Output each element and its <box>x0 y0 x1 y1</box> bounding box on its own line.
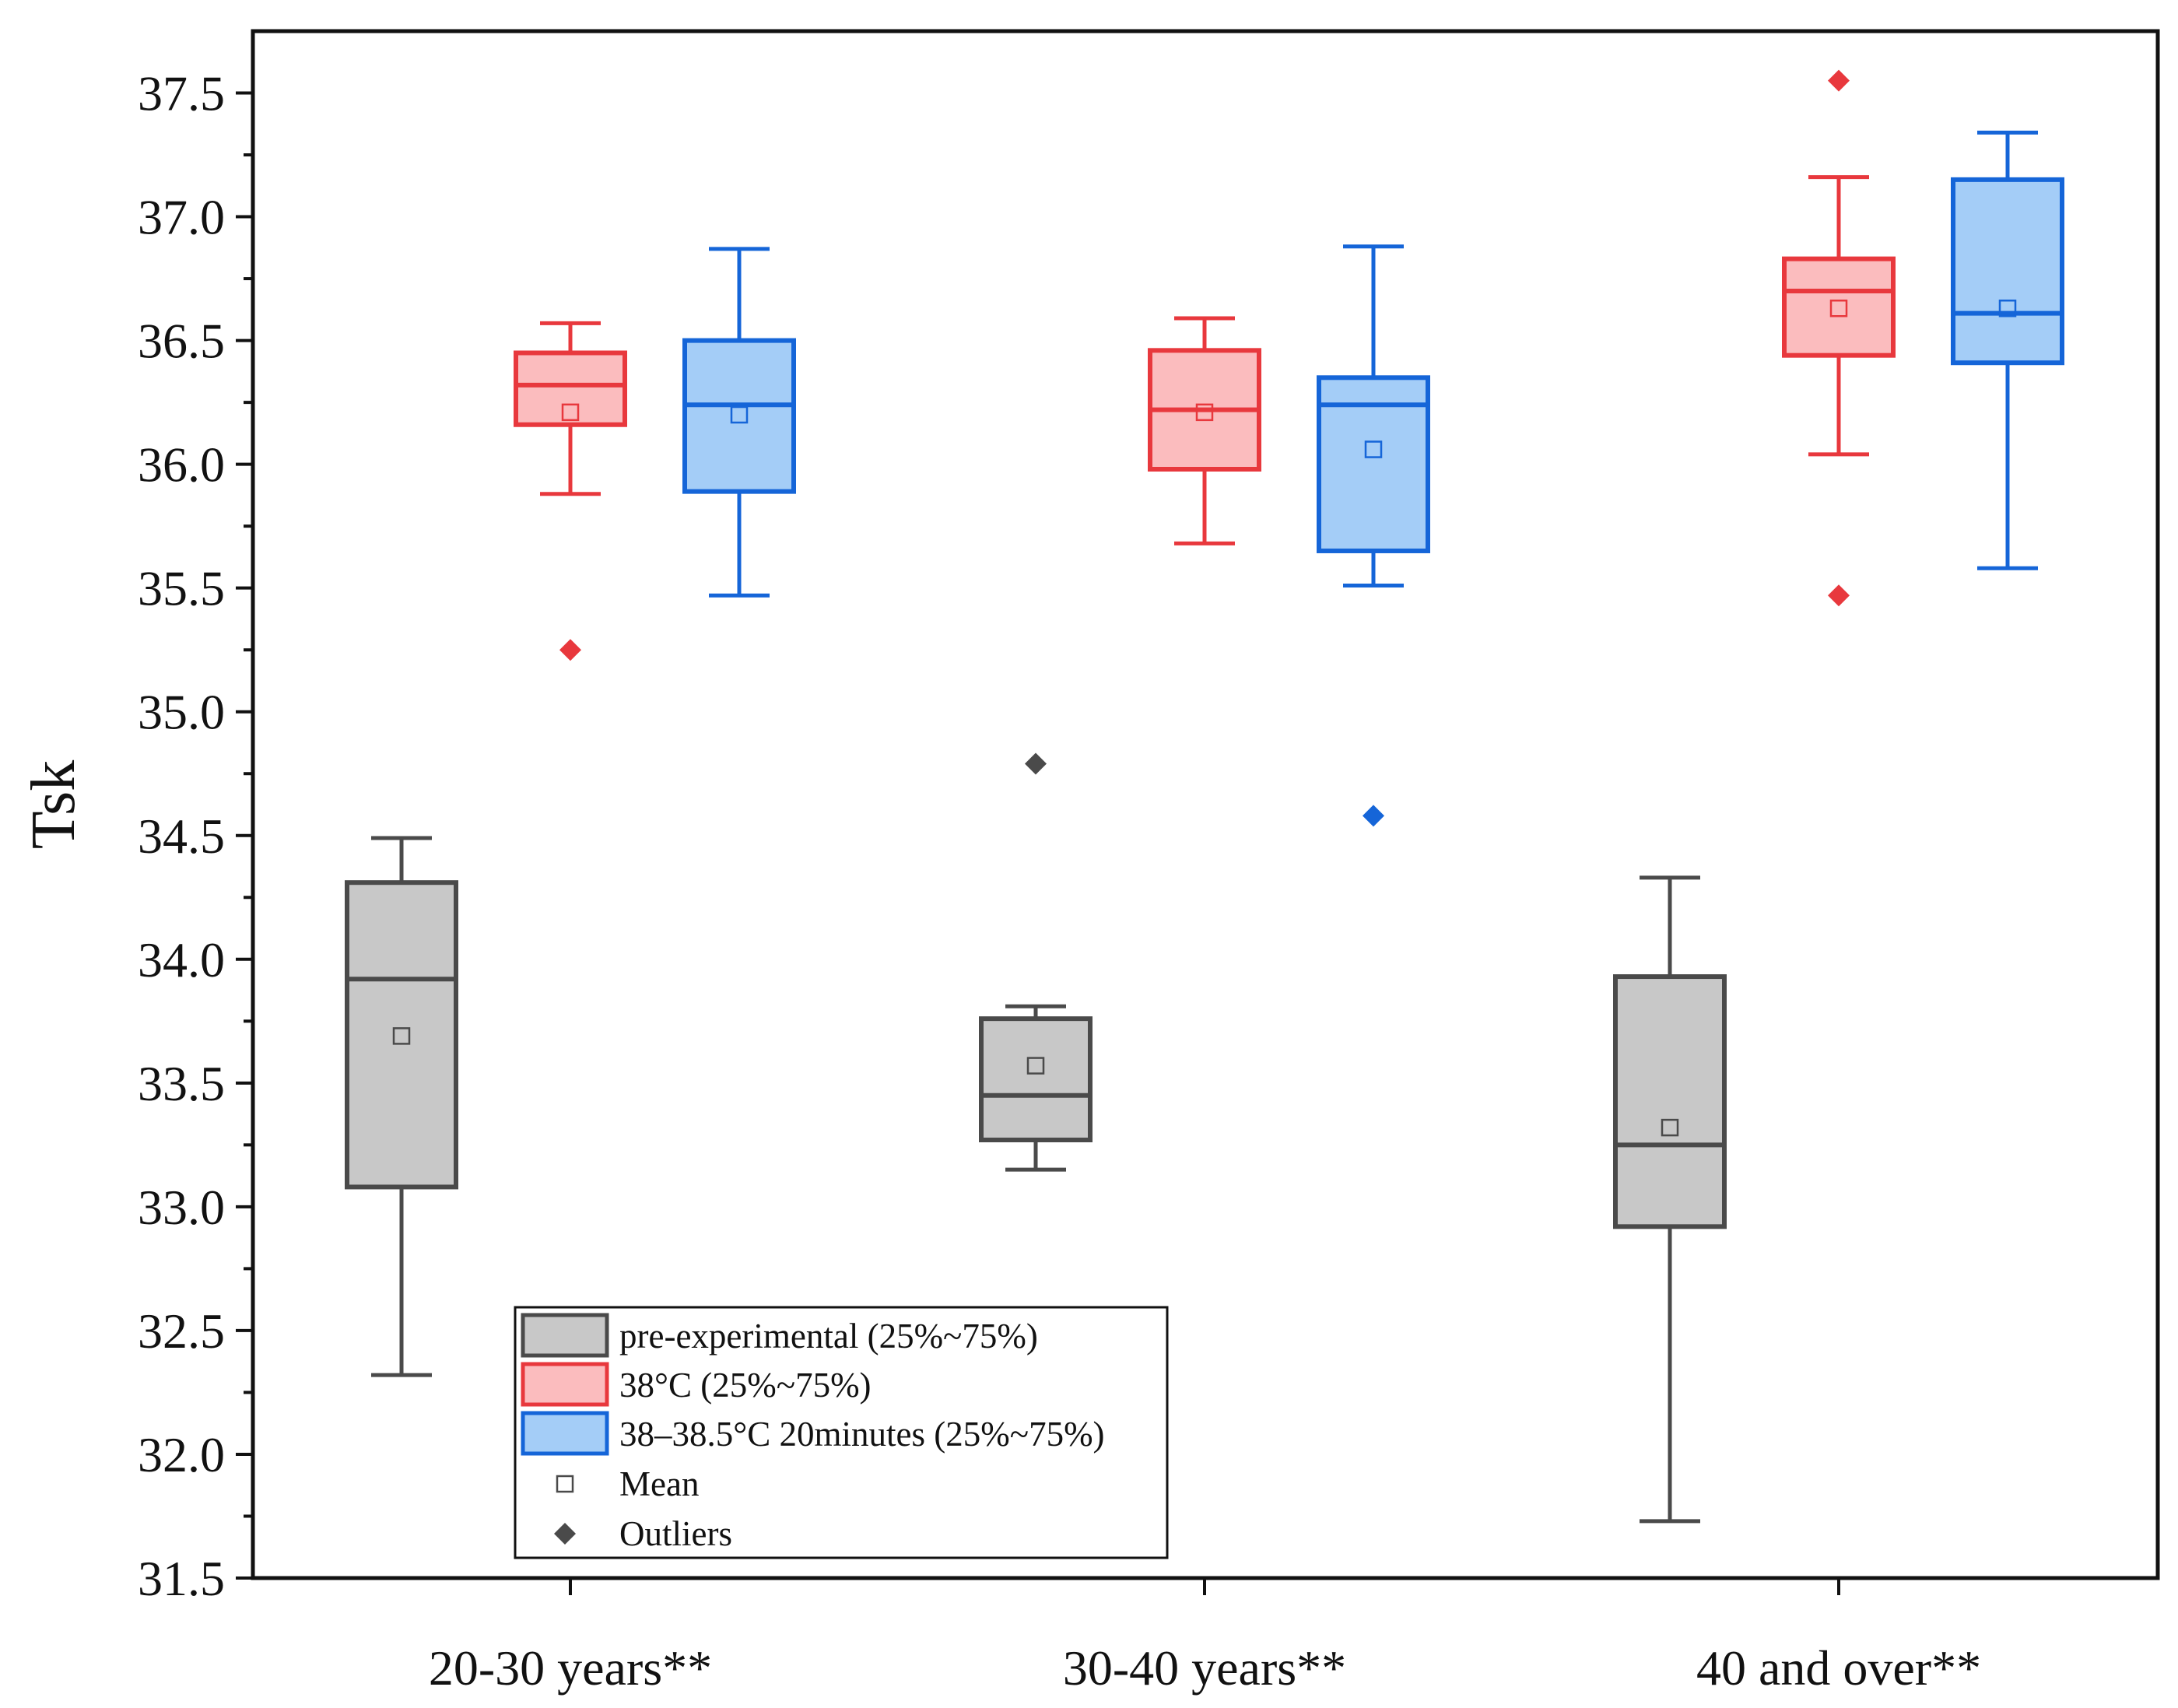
box-iqr <box>345 880 458 1190</box>
y-axis-title: Tsk <box>19 760 88 849</box>
mean-marker <box>1661 1118 1679 1137</box>
outlier-point <box>1363 805 1384 827</box>
legend-label: 38°C (25%~75%) <box>619 1366 872 1405</box>
legend-box-swatch <box>521 1411 609 1456</box>
outlier-point <box>559 639 581 661</box>
box-iqr <box>1782 256 1896 358</box>
y-tick-label: 35.0 <box>138 685 225 740</box>
box-iqr <box>1613 974 1727 1229</box>
mean-marker <box>392 1027 411 1045</box>
mean-marker <box>561 403 580 422</box>
legend-box-swatch <box>521 1362 609 1407</box>
legend-label: pre-experimental (25%~75%) <box>619 1317 1038 1356</box>
outlier-point <box>1828 584 1850 607</box>
legend-outlier-marker <box>554 1523 576 1545</box>
box-iqr <box>514 350 627 427</box>
y-tick-label: 34.0 <box>138 932 225 987</box>
legend-label: 38–38.5°C 20minutes (25%~75%) <box>619 1415 1105 1454</box>
y-tick-label: 36.5 <box>138 314 225 369</box>
legend-mean-marker <box>556 1475 574 1493</box>
y-tick-label: 34.5 <box>138 808 225 864</box>
y-tick-label: 32.0 <box>138 1427 225 1482</box>
x-category-label: 30-40 years** <box>1063 1640 1346 1696</box>
mean-marker <box>1026 1057 1045 1075</box>
x-category-label: 20-30 years** <box>429 1640 712 1696</box>
mean-marker <box>1364 440 1383 458</box>
y-tick-label: 32.5 <box>138 1303 225 1359</box>
legend-frame <box>514 1306 1169 1559</box>
outlier-point <box>1025 752 1047 775</box>
y-tick-label: 36.0 <box>138 437 225 493</box>
mean-marker <box>1829 299 1848 317</box>
box-iqr <box>1951 177 2064 366</box>
mean-marker <box>1998 299 2017 317</box>
box-iqr <box>682 338 796 494</box>
y-tick-label: 33.5 <box>138 1056 225 1111</box>
y-tick-label: 31.5 <box>138 1551 225 1606</box>
mean-marker <box>1195 403 1214 422</box>
box-iqr <box>979 1016 1093 1142</box>
legend-box-swatch <box>521 1313 609 1358</box>
x-category-label: 40 and over** <box>1696 1640 1981 1696</box>
mean-marker <box>730 405 749 424</box>
legend-label: Mean <box>619 1464 699 1503</box>
y-tick-label: 37.0 <box>138 190 225 245</box>
outlier-point <box>1828 69 1850 92</box>
y-tick-label: 35.5 <box>138 561 225 616</box>
y-tick-label: 37.5 <box>138 66 225 121</box>
legend-label: Outliers <box>619 1514 732 1553</box>
y-tick-label: 33.0 <box>138 1180 225 1235</box>
